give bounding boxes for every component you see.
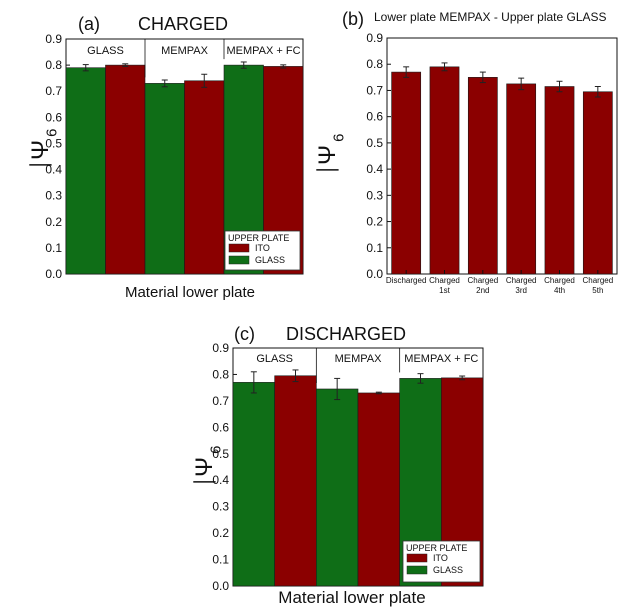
y-tick-label: 0.9 <box>45 32 62 46</box>
y-tick-label: 0.8 <box>45 58 62 72</box>
y-tick-label: 0.2 <box>366 215 383 229</box>
x-tick-label: 3rd <box>515 286 527 295</box>
bar <box>544 86 575 275</box>
bar <box>467 77 498 275</box>
ylabel-symbol: Ψ <box>191 457 218 477</box>
y-tick-label: 0.2 <box>45 215 62 229</box>
y-tick-label: 0.5 <box>45 136 62 150</box>
y-tick-label: 0.0 <box>45 267 62 281</box>
legend-label: GLASS <box>433 565 463 575</box>
group-label: MEMPAX + FC <box>226 45 300 57</box>
y-tick-label: 0.6 <box>212 420 229 434</box>
y-tick-label: 0.3 <box>45 189 62 203</box>
y-tick-label: 0.4 <box>212 473 229 487</box>
y-tick-label: 0.4 <box>45 163 62 177</box>
panel-c-plot: 0.0 0.1 0.2 0.3 0.4 0.5 0.6 0.7 0.8 0.9 GLASS MEMPA… <box>212 341 484 593</box>
legend-swatch <box>406 553 428 563</box>
y-tick-label: 0.2 <box>212 526 229 540</box>
legend-swatch <box>228 243 250 253</box>
panel-a-xlabel: Material lower plate <box>125 284 255 301</box>
legend-swatch <box>406 565 428 575</box>
panel-b-ylabel: Ψ6 <box>314 134 347 171</box>
y-tick-label: 0.5 <box>212 447 229 461</box>
bar <box>582 91 613 275</box>
legend-swatch <box>228 255 250 265</box>
bar <box>506 83 537 275</box>
x-tick-label: Charged <box>582 276 613 285</box>
legend-label: GLASS <box>255 255 285 265</box>
legend-label: ITO <box>433 553 448 563</box>
y-tick-label: 0.9 <box>212 341 229 355</box>
panel-b-title: Lower plate MEMPAX - Upper plate GLASS <box>374 10 607 24</box>
y-tick-label: 0.6 <box>366 110 383 124</box>
bar <box>65 67 106 275</box>
bar <box>184 80 225 275</box>
group-label: MEMPAX + FC <box>404 353 478 365</box>
y-tick-label: 0.9 <box>366 31 383 45</box>
y-tick-label: 0.1 <box>212 553 229 567</box>
ylabel-symbol: Ψ <box>314 145 341 165</box>
y-tick-label: 0.8 <box>366 57 383 71</box>
bar <box>357 392 400 587</box>
y-tick-label: 0.5 <box>366 136 383 150</box>
group-label: MEMPAX <box>335 353 383 365</box>
y-tick-label: 0.7 <box>212 394 229 408</box>
ylabel-subscript: 6 <box>44 129 60 137</box>
x-tick-label: Charged <box>506 276 537 285</box>
group-label: MEMPAX <box>161 45 209 57</box>
bar <box>391 71 422 275</box>
plot-frame <box>386 37 618 275</box>
x-tick-label: Discharged <box>386 276 426 285</box>
bar <box>429 66 460 275</box>
legend-title: UPPER PLATE <box>406 543 467 553</box>
panel-c: (c) DISCHARGED Ψ6 0.00.10.20.30.40.50.60… <box>191 324 484 607</box>
ylabel-symbol: Ψ <box>27 140 54 160</box>
legend-label: ITO <box>255 243 270 253</box>
x-tick-label: Charged <box>467 276 498 285</box>
panel-c-ylabel: Ψ6 <box>191 446 224 483</box>
bar <box>232 382 275 587</box>
panel-c-xlabel: Material lower plate <box>278 588 425 607</box>
y-tick-label: 0.0 <box>366 267 383 281</box>
group-label: GLASS <box>256 353 293 365</box>
x-tick-label: 1st <box>439 286 450 295</box>
group-label: GLASS <box>87 45 124 57</box>
bar <box>274 375 317 587</box>
bar <box>105 64 146 275</box>
y-tick-label: 0.1 <box>366 241 383 255</box>
y-tick-label: 0.3 <box>366 188 383 202</box>
y-tick-label: 0.0 <box>212 579 229 593</box>
panel-a-title: CHARGED <box>138 14 228 34</box>
y-tick-label: 0.3 <box>212 500 229 514</box>
y-tick-label: 0.7 <box>45 84 62 98</box>
panel-c-label: (c) <box>234 324 255 344</box>
bar <box>144 83 185 275</box>
x-tick-label: 2nd <box>476 286 489 295</box>
panel-c-title: DISCHARGED <box>286 324 406 344</box>
panel-a-plot: 0.0 0.1 0.2 0.3 0.4 0.5 0.6 0.7 0.8 0.9 GLASS MEMPA… <box>45 32 304 281</box>
ylabel-subscript: 6 <box>331 134 347 142</box>
y-tick-label: 0.6 <box>45 110 62 124</box>
panel-a-ylabel: Ψ6 <box>27 129 60 166</box>
x-tick-label: 5th <box>592 286 603 295</box>
panel-b-plot: 0.0 0.1 0.2 0.3 0.4 0.5 0.6 0.7 0.8 0.9 Discharged… <box>366 31 618 295</box>
x-tick-label: Charged <box>544 276 575 285</box>
y-tick-label: 0.1 <box>45 241 62 255</box>
y-tick-label: 0.8 <box>212 367 229 381</box>
legend-title: UPPER PLATE <box>228 233 289 243</box>
panel-a-label: (a) <box>78 14 100 34</box>
ylabel-subscript: 6 <box>208 446 224 454</box>
x-tick-label: Charged <box>429 276 460 285</box>
y-tick-label: 0.7 <box>366 83 383 97</box>
panel-a: (a) CHARGED Ψ6 0.00.10.20.30.40.50.60.70… <box>27 14 304 301</box>
bar <box>316 388 359 587</box>
x-tick-label: 4th <box>554 286 565 295</box>
panel-b: (b) Lower plate MEMPAX - Upper plate GLA… <box>314 9 618 295</box>
y-tick-label: 0.4 <box>366 162 383 176</box>
panel-b-label: (b) <box>342 9 364 29</box>
